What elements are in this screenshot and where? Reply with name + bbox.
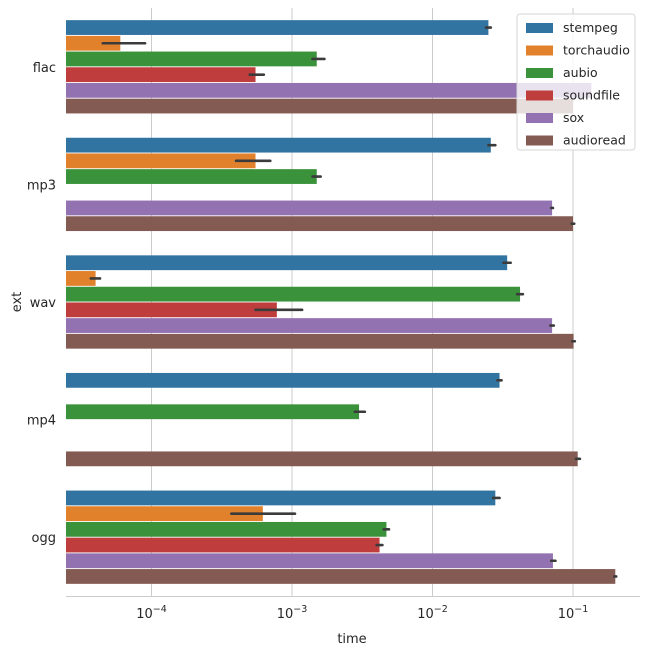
bar-audioread-mp3 [66, 216, 573, 232]
x-tick-label: 10−2 [417, 604, 448, 622]
bar-sox-ogg [66, 553, 553, 569]
legend-label: torchaudio [563, 43, 630, 58]
x-tick-label: 10−4 [136, 604, 167, 622]
y-tick-label: ogg [32, 531, 56, 546]
legend-label: audioread [563, 133, 626, 148]
bar-aubio-mp4 [66, 404, 360, 420]
bar-torchaudio-flac [66, 35, 121, 51]
x-tick-label: 10−3 [277, 604, 308, 622]
y-tick-label: wav [30, 296, 57, 311]
bar-torchaudio-ogg [66, 506, 263, 522]
legend-swatch [526, 135, 553, 146]
y-tick-label: mp3 [27, 178, 56, 193]
bar-audioread-flac [66, 98, 573, 114]
bar-audioread-ogg [66, 569, 616, 584]
legend-label: aubio [563, 65, 598, 80]
bar-sox-wav [66, 318, 553, 333]
legend-label: stempeg [563, 20, 618, 35]
legend-swatch [526, 68, 553, 78]
bar-audioread-mp4 [66, 451, 578, 467]
y-tick-label: mp4 [27, 414, 56, 429]
x-axis-label: time [337, 632, 366, 647]
bar-soundfile-flac [66, 67, 256, 83]
legend-swatch [526, 113, 553, 123]
bar-stempeg-flac [66, 20, 489, 35]
legend-swatch [526, 90, 553, 101]
bar-soundfile-wav [66, 302, 277, 318]
bars [66, 20, 616, 584]
y-tick-label: flac [33, 61, 56, 76]
y-axis-label: ext [10, 292, 25, 313]
bar-audioread-wav [66, 333, 574, 349]
axes: 10−4 10−3 10−2 10−1 flac mp3 wav mp4 ogg [27, 61, 640, 622]
bar-aubio-wav [66, 286, 521, 302]
legend: stempeg torchaudio aubio soundfile sox audior… [516, 13, 636, 151]
bar-aubio-mp3 [66, 169, 317, 184]
bar-stempeg-mp4 [66, 372, 500, 388]
bar-aubio-flac [66, 51, 317, 67]
x-tick-label: 10−1 [558, 604, 589, 622]
bar-stempeg-ogg [66, 490, 496, 506]
legend-label: sox [563, 110, 584, 125]
legend-swatch [526, 45, 553, 56]
legend-label: soundfile [563, 88, 620, 103]
bar-sox-flac [66, 82, 592, 98]
bar-stempeg-wav [66, 255, 508, 271]
bar-aubio-ogg [66, 521, 387, 537]
bar-stempeg-mp3 [66, 137, 491, 153]
bar-torchaudio-wav [66, 271, 96, 286]
error-bars [89, 26, 618, 578]
bar-soundfile-ogg [66, 537, 380, 553]
bar-sox-mp3 [66, 200, 553, 216]
bar-torchaudio-mp3 [66, 153, 256, 169]
legend-swatch [526, 23, 553, 33]
